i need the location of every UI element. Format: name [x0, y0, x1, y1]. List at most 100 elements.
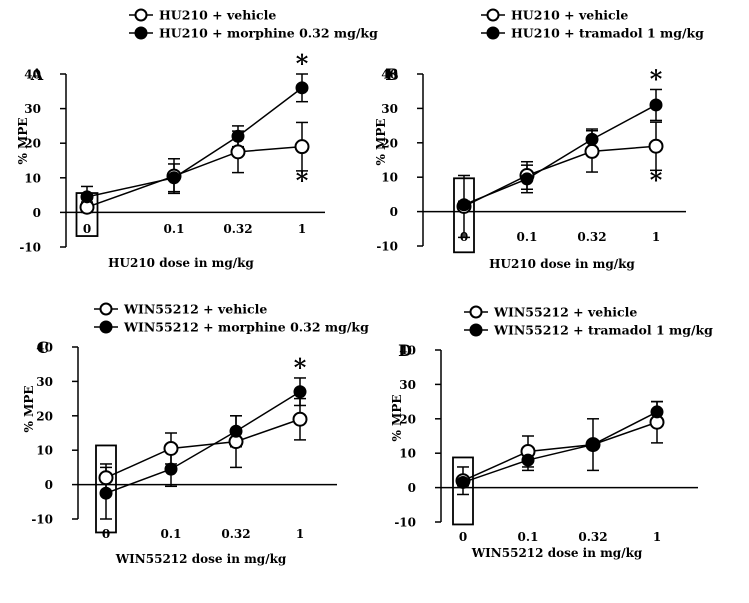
- significance-star: *: [294, 353, 307, 382]
- panel-letter: D: [398, 341, 412, 360]
- filled-circle-icon: [134, 26, 148, 40]
- filled-circle-icon: [99, 320, 113, 334]
- panel-B: HU210 + vehicle HU210 + tramadol 1 mg/kg B…: [374, 8, 704, 272]
- data-point-filled: [295, 81, 309, 95]
- x-tick-label: 1: [652, 230, 660, 244]
- filled-circle-icon: [486, 26, 500, 40]
- data-point-filled: [650, 405, 664, 419]
- x-axis-title: HU210 dose in mg/kg: [108, 256, 254, 270]
- data-point-open: [648, 138, 664, 154]
- y-axis-title: % MPE: [16, 117, 30, 164]
- data-point-filled: [521, 453, 535, 467]
- x-tick-label: 0: [459, 530, 467, 544]
- open-circle-icon: [134, 8, 148, 22]
- y-tick-label: 20: [381, 136, 398, 150]
- data-point-filled: [99, 486, 113, 500]
- series-line: [105, 418, 301, 479]
- x-axis-title: WIN55212 dose in mg/kg: [471, 546, 643, 560]
- x-tick-label: 1: [298, 222, 306, 236]
- legend-label: WIN55212 + tramadol 1 mg/kg: [493, 323, 713, 338]
- data-point-filled: [231, 129, 245, 143]
- y-tick-label: 10: [399, 447, 416, 461]
- y-tick-label: 30: [381, 102, 398, 116]
- x-tick-label: 0.1: [164, 222, 185, 236]
- panel-letter: C: [37, 338, 50, 357]
- legend-label: HU210 + tramadol 1 mg/kg: [511, 26, 704, 41]
- x-tick-label: 0.32: [223, 222, 252, 236]
- series-line: [463, 104, 657, 206]
- data-point-filled: [229, 424, 243, 438]
- x-tick-label: 0.32: [578, 530, 607, 544]
- data-point-filled: [293, 385, 307, 399]
- data-point-filled: [649, 98, 663, 112]
- x-tick-label: 0.32: [221, 527, 250, 541]
- data-point-filled: [585, 132, 599, 146]
- series-line: [463, 145, 657, 208]
- data-point-open: [584, 143, 600, 159]
- panel-C: WIN55212 + vehicle WIN55212 + morphine 0.…: [22, 302, 369, 567]
- y-tick-label: 10: [36, 444, 53, 458]
- x-tick-label: 0: [83, 222, 91, 236]
- y-tick-label: 30: [24, 102, 41, 116]
- y-tick-label: 40: [36, 341, 53, 355]
- y-axis-title: % MPE: [22, 385, 36, 432]
- legend-label: WIN55212 + vehicle: [123, 302, 267, 317]
- x-tick-label: 1: [653, 530, 661, 544]
- series-line: [105, 391, 301, 494]
- data-point-filled: [80, 190, 94, 204]
- series-line: [86, 87, 303, 198]
- legend-label: HU210 + vehicle: [159, 8, 276, 23]
- panel-letter: A: [30, 65, 44, 84]
- y-tick-label: 40: [381, 68, 398, 82]
- legend-label: HU210 + vehicle: [511, 8, 628, 23]
- x-tick-label: 0.1: [517, 230, 538, 244]
- data-point-open: [98, 470, 114, 486]
- y-tick-label: 0: [390, 205, 398, 219]
- y-tick-label: 20: [24, 137, 41, 151]
- y-tick-label: 30: [36, 375, 53, 389]
- data-point-filled: [457, 198, 471, 212]
- y-tick-label: 40: [399, 344, 416, 358]
- series-line: [86, 145, 303, 208]
- series-line: [462, 421, 658, 482]
- x-axis-title: WIN55212 dose in mg/kg: [115, 552, 287, 566]
- y-tick-label: 20: [399, 412, 416, 426]
- data-point-open: [294, 139, 310, 155]
- data-point-filled: [586, 438, 600, 452]
- open-circle-icon: [486, 8, 500, 22]
- significance-star: *: [650, 64, 663, 93]
- x-tick-label: 1: [296, 527, 304, 541]
- y-axis-title: % MPE: [374, 118, 388, 165]
- y-tick-label: 0: [33, 206, 41, 220]
- panel-A: HU210 + vehicle HU210 + morphine 0.32 mg/…: [16, 8, 378, 271]
- dose-zero-box: [452, 456, 474, 526]
- y-tick-label: 40: [24, 68, 41, 82]
- significance-star: *: [296, 166, 309, 195]
- y-tick-label: -10: [394, 516, 416, 530]
- legend-label: HU210 + morphine 0.32 mg/kg: [159, 26, 378, 41]
- filled-circle-icon: [469, 323, 483, 337]
- y-tick-label: 10: [381, 171, 398, 185]
- legend-label: WIN55212 + vehicle: [493, 305, 637, 320]
- x-tick-label: 0.32: [577, 230, 606, 244]
- data-point-filled: [164, 462, 178, 476]
- data-point-filled: [520, 172, 534, 186]
- legend-label: WIN55212 + morphine 0.32 mg/kg: [123, 320, 369, 335]
- open-circle-icon: [469, 305, 483, 319]
- x-tick-label: 0: [102, 527, 110, 541]
- x-tick-label: 0.1: [161, 527, 182, 541]
- data-point-filled: [456, 475, 470, 489]
- y-tick-label: 0: [45, 478, 53, 492]
- x-axis-title: HU210 dose in mg/kg: [489, 257, 635, 271]
- data-point-open: [292, 411, 308, 427]
- y-tick-label: 30: [399, 378, 416, 392]
- x-tick-label: 0.1: [518, 530, 539, 544]
- y-tick-label: -10: [31, 513, 53, 527]
- y-tick-label: 10: [24, 171, 41, 185]
- y-tick-label: -10: [19, 241, 41, 255]
- y-tick-label: 0: [408, 481, 416, 495]
- y-tick-label: -10: [376, 240, 398, 254]
- data-point-open: [163, 440, 179, 456]
- data-point-filled: [167, 171, 181, 185]
